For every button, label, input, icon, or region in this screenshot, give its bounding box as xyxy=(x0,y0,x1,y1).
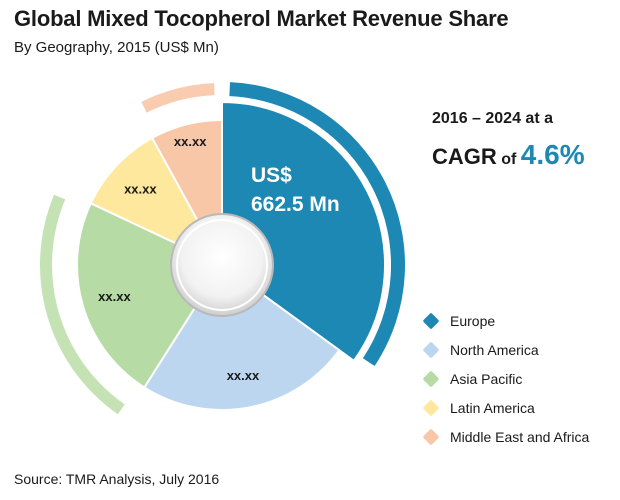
slice-label: 662.5 Mn xyxy=(251,193,340,216)
cagr-value: 4.6% xyxy=(520,139,585,170)
cagr-of: of xyxy=(501,151,517,168)
legend-item: Asia Pacific xyxy=(422,364,589,393)
legend-item: Europe xyxy=(422,306,589,335)
chart-subtitle: By Geography, 2015 (US$ Mn) xyxy=(14,39,219,56)
chart-legend: Europe North America Asia Pacific Latin … xyxy=(422,306,590,451)
cagr-period: 2016 – 2024 at a xyxy=(432,110,553,127)
legend-label: Asia Pacific xyxy=(450,370,523,387)
cagr-prefix: CAGR xyxy=(432,144,497,169)
outer-arc-asia-pacific xyxy=(40,194,125,415)
cagr-statement: CAGR of 4.6% xyxy=(432,139,585,171)
legend-item: Latin America xyxy=(422,393,589,422)
legend-label: Middle East and Africa xyxy=(450,428,590,445)
legend-swatch xyxy=(422,312,440,329)
slice-label: xx.xx xyxy=(227,368,260,383)
chart-title: Global Mixed Tocopherol Market Revenue S… xyxy=(14,6,509,31)
donut-slice-north-america xyxy=(142,263,341,411)
donut-center-ring xyxy=(176,219,268,311)
outer-arc-middle-east-and-africa xyxy=(141,83,215,113)
legend-label: Latin America xyxy=(450,399,535,416)
donut-center-hole xyxy=(170,213,274,317)
donut-slice-europe xyxy=(221,100,386,363)
legend-label: North America xyxy=(450,341,539,358)
slice-label: US$ xyxy=(251,164,292,187)
legend-item: North America xyxy=(422,335,589,364)
legend-swatch xyxy=(422,370,440,387)
slice-label: xx.xx xyxy=(124,181,157,196)
legend-label: Europe xyxy=(450,312,496,329)
legend-item: Middle East and Africa xyxy=(422,422,590,451)
source-note: Source: TMR Analysis, July 2016 xyxy=(14,471,220,487)
legend-swatch xyxy=(422,341,440,358)
outer-arc-europe xyxy=(229,82,405,367)
slice-label: xx.xx xyxy=(174,134,207,149)
slice-label: xx.xx xyxy=(98,289,131,304)
legend-swatch xyxy=(422,399,440,416)
legend-swatch xyxy=(422,428,440,445)
